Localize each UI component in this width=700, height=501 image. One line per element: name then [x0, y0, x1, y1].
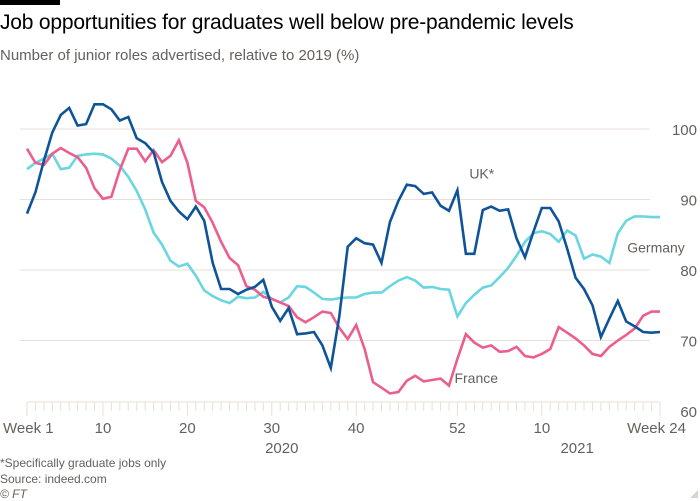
x-tick-label: 40 [348, 420, 365, 437]
y-tick-label: 80 [680, 263, 697, 280]
series-label-france: France [454, 370, 498, 386]
ft-brand-bar [0, 0, 60, 5]
series-lines [25, 103, 661, 395]
series-line-germany [26, 151, 660, 320]
x-axis: Week 1 10 20 30 40 52 10 Week 24 2020 2021 [3, 401, 686, 457]
year-label: 2020 [265, 440, 298, 457]
x-tick-label: 10 [533, 420, 550, 437]
series-line-uk [25, 103, 661, 374]
series-line-france [25, 137, 660, 395]
y-axis-labels: 60 70 80 90 100 [672, 122, 697, 421]
series-label-uk: UK* [469, 165, 494, 181]
y-tick-label: 90 [680, 193, 697, 210]
series-label-germany: Germany [627, 239, 685, 255]
x-tick-label: Week 24 [627, 420, 686, 437]
x-tick-label: 52 [449, 420, 466, 437]
x-tick-label: 10 [95, 420, 112, 437]
x-tick-label: 20 [179, 420, 196, 437]
series-labels: Germany France UK* [454, 165, 684, 385]
year-label: 2021 [560, 440, 593, 457]
y-tick-label: 60 [680, 404, 697, 421]
x-tick-label: Week 1 [3, 420, 54, 437]
chart-subtitle: Number of junior roles advertised, relat… [0, 47, 360, 64]
copyright: © FT [0, 487, 27, 501]
source: Source: indeed.com [0, 472, 107, 486]
y-tick-label: 100 [672, 122, 697, 139]
corner-mark [690, 490, 698, 498]
x-tick-label: 30 [263, 420, 280, 437]
y-tick-label: 70 [680, 334, 697, 351]
footnote: *Specifically graduate jobs only [0, 456, 167, 470]
chart-title: Job opportunities for graduates well bel… [0, 11, 574, 34]
